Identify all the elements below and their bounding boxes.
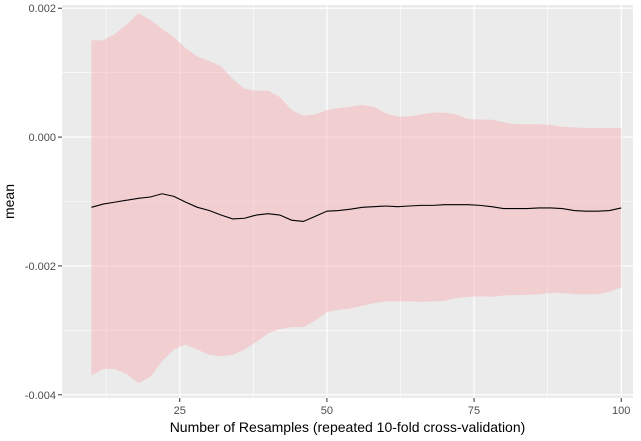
y-axis-title: mean bbox=[1, 184, 17, 219]
mean-line bbox=[91, 193, 622, 223]
confidence-ribbon bbox=[91, 13, 622, 384]
y-tick-label: 0.002 bbox=[28, 3, 56, 15]
y-tick-label: 0.000 bbox=[28, 132, 56, 144]
x-axis-title: Number of Resamples (repeated 10-fold cr… bbox=[170, 419, 526, 435]
x-tick-label: 50 bbox=[321, 405, 333, 417]
x-tick-label: 25 bbox=[174, 405, 186, 417]
y-tick-label: -0.004 bbox=[25, 390, 56, 402]
x-axis-ticks: 25 50 75 100 bbox=[174, 398, 630, 417]
y-tick-label: -0.002 bbox=[25, 261, 56, 273]
y-axis-ticks: 0.002 0.000 -0.002 -0.004 bbox=[25, 3, 62, 402]
x-tick-label: 100 bbox=[612, 405, 630, 417]
x-tick-label: 75 bbox=[468, 405, 480, 417]
